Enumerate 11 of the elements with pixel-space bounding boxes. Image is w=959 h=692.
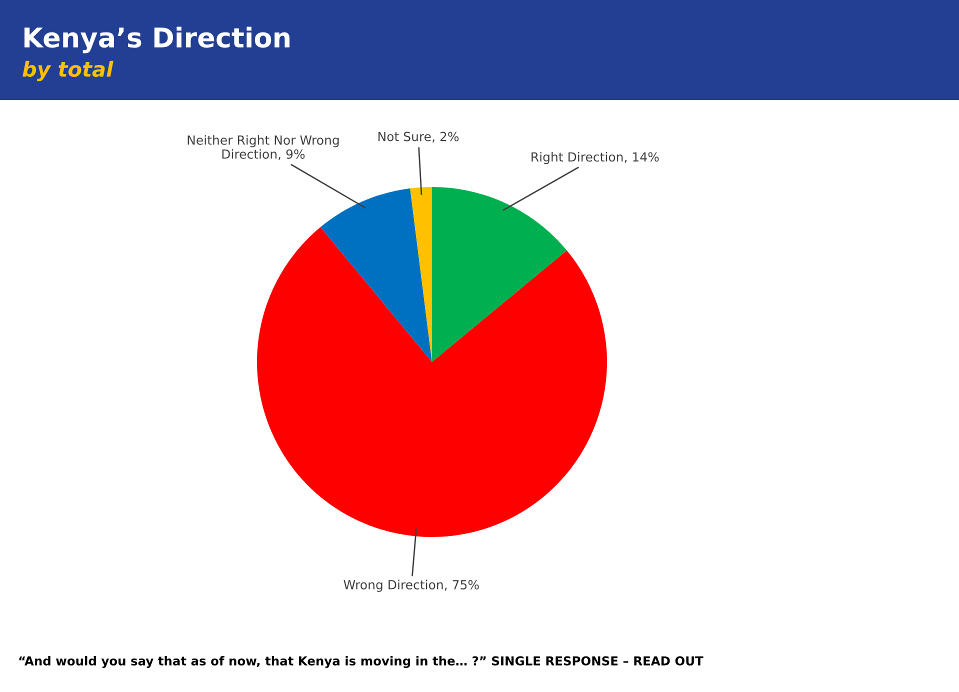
text: “And would you say that as of now, that Kenya is moving in the… ?” SINGLE RESPONSE – READ OUT (19, 656, 704, 668)
chart-subtitle: by total (22, 60, 114, 82)
pie-slice (432, 187, 567, 362)
slice-label: Right Direction, 14% (532, 152, 659, 164)
slice-label: Not Sure, 2% (378, 132, 459, 143)
chart-title: Kenya’s Direction (24, 26, 290, 54)
pie-slice (320, 188, 432, 362)
slice-label: Wrong Direction, 75% (344, 580, 479, 592)
slice-label: Neither Right Nor Wrong Direction, 9% (188, 135, 339, 160)
pie-slice (257, 227, 607, 537)
pie-slice (410, 187, 432, 362)
